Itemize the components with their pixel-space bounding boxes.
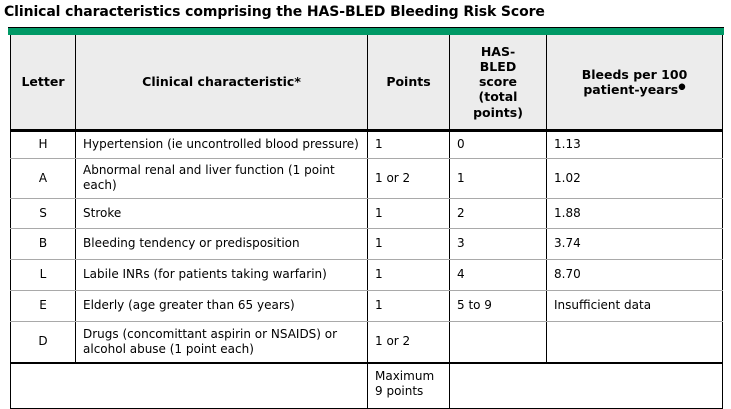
cell-characteristic: Drugs (concomittant aspirin or NSAIDS) o… [75, 321, 368, 364]
cell-characteristic: Bleeding tendency or predisposition [75, 228, 368, 260]
table-row: E Elderly (age greater than 65 years) 1 … [10, 290, 723, 322]
cell-points: 1 or 2 [367, 158, 450, 199]
footer-empty-right-cell [449, 363, 723, 409]
cell-score: 4 [449, 259, 547, 291]
cell-bleeds: 1.88 [546, 198, 723, 229]
table-row: L Labile INRs (for patients taking warfa… [10, 259, 723, 291]
cell-score: 1 [449, 158, 547, 199]
table-row: D Drugs (concomittant aspirin or NSAIDS)… [10, 321, 723, 364]
footer-max-points-cell: Maximum 9 points [367, 363, 450, 409]
cell-bleeds: 1.02 [546, 158, 723, 199]
column-header-characteristic: Clinical characteristic* [75, 35, 368, 132]
has-bled-score-table: Letter Clinical characteristic* Points H… [10, 35, 723, 409]
column-header-score: HAS-BLED score (total points) [449, 35, 547, 132]
cell-points: 1 or 2 [367, 321, 450, 364]
cell-characteristic: Labile INRs (for patients taking warfari… [75, 259, 368, 291]
cell-letter: H [10, 130, 76, 159]
cell-score: 0 [449, 130, 547, 159]
footer-empty-left-cell [10, 363, 368, 409]
cell-bleeds: 8.70 [546, 259, 723, 291]
table-header-row: Letter Clinical characteristic* Points H… [10, 35, 723, 132]
cell-letter: A [10, 158, 76, 199]
cell-points: 1 [367, 130, 450, 159]
column-header-points: Points [367, 35, 450, 132]
cell-points: 1 [367, 259, 450, 291]
table-footer-row: Maximum 9 points [10, 363, 723, 409]
footnote-dot-icon: ● [678, 81, 686, 92]
page-title: Clinical characteristics comprising the … [4, 4, 545, 20]
cell-letter: E [10, 290, 76, 322]
cell-characteristic: Abnormal renal and liver function (1 poi… [75, 158, 368, 199]
column-header-bleeds: Bleeds per 100 patient-years● [546, 35, 723, 132]
table-top-accent-bar [8, 27, 724, 35]
cell-letter: B [10, 228, 76, 260]
cell-characteristic: Stroke [75, 198, 368, 229]
table-row: B Bleeding tendency or predisposition 1 … [10, 228, 723, 260]
cell-score: 3 [449, 228, 547, 260]
column-header-letter: Letter [10, 35, 76, 132]
table-row: H Hypertension (ie uncontrolled blood pr… [10, 130, 723, 159]
cell-score: 5 to 9 [449, 290, 547, 322]
table-row: A Abnormal renal and liver function (1 p… [10, 158, 723, 199]
cell-characteristic: Elderly (age greater than 65 years) [75, 290, 368, 322]
cell-letter: L [10, 259, 76, 291]
cell-letter: S [10, 198, 76, 229]
table-row: S Stroke 1 2 1.88 [10, 198, 723, 229]
cell-bleeds: 3.74 [546, 228, 723, 260]
has-bled-table: Letter Clinical characteristic* Points H… [8, 27, 724, 409]
cell-characteristic: Hypertension (ie uncontrolled blood pres… [75, 130, 368, 159]
cell-bleeds: Insufficient data [546, 290, 723, 322]
cell-points: 1 [367, 198, 450, 229]
cell-bleeds [546, 321, 723, 364]
bleeds-header-label: Bleeds per 100 patient-years [581, 66, 688, 97]
cell-score: 2 [449, 198, 547, 229]
cell-letter: D [10, 321, 76, 364]
cell-points: 1 [367, 228, 450, 260]
cell-score [449, 321, 547, 364]
cell-points: 1 [367, 290, 450, 322]
cell-bleeds: 1.13 [546, 130, 723, 159]
